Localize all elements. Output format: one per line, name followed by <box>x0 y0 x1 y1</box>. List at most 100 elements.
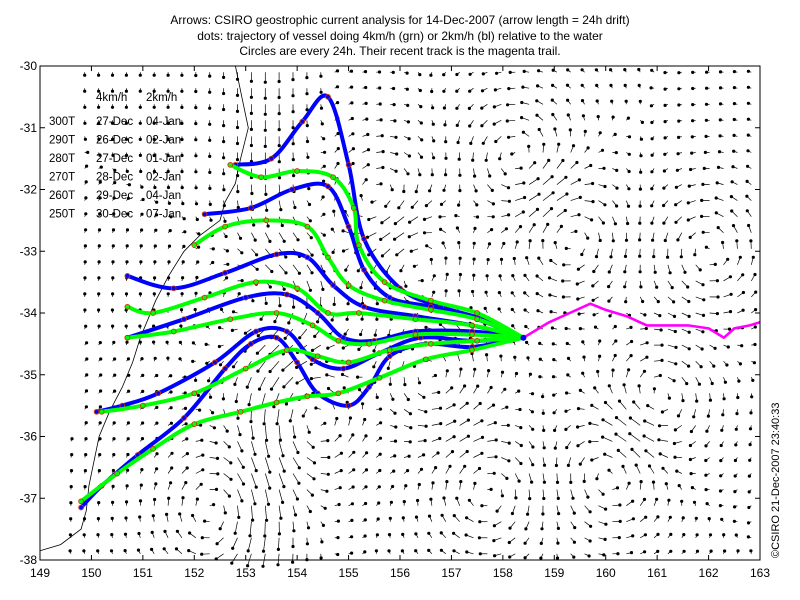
current-arrow <box>473 200 479 207</box>
current-arrow <box>376 150 385 154</box>
daily-marker-circle <box>335 337 342 344</box>
current-arrow <box>677 71 682 75</box>
current-arrow <box>84 341 89 346</box>
current-arrow <box>654 373 662 378</box>
current-arrow <box>403 469 410 474</box>
current-arrow <box>625 200 631 208</box>
current-arrow <box>628 432 641 442</box>
current-arrow <box>124 104 128 109</box>
current-arrow <box>125 260 129 265</box>
current-arrow <box>551 342 558 346</box>
current-arrow <box>83 260 87 265</box>
current-arrow <box>320 472 330 476</box>
current-arrow <box>718 504 724 508</box>
daily-marker-circle <box>284 328 290 335</box>
current-arrow <box>191 513 197 522</box>
current-arrow <box>556 208 567 217</box>
current-arrow <box>276 553 280 567</box>
current-arrow <box>234 393 238 404</box>
current-arrow <box>70 453 74 458</box>
trajectory-line <box>125 279 526 340</box>
current-arrow <box>403 136 411 141</box>
current-arrow <box>515 181 526 185</box>
current-arrow <box>539 537 544 546</box>
current-arrow <box>140 184 144 189</box>
current-arrow <box>178 512 183 522</box>
current-arrow <box>221 393 225 401</box>
current-arrow <box>140 357 144 362</box>
current-arrow <box>614 432 627 442</box>
current-arrow <box>306 441 315 449</box>
current-arrow <box>112 340 116 346</box>
current-arrow <box>626 184 631 191</box>
current-arrow <box>268 360 280 374</box>
current-arrow <box>298 328 308 340</box>
current-arrow <box>306 264 314 275</box>
current-arrow <box>138 324 142 330</box>
current-arrow <box>194 72 198 78</box>
current-arrow <box>306 200 312 207</box>
current-arrow <box>223 248 229 253</box>
current-arrow <box>235 136 240 146</box>
current-arrow <box>111 468 115 474</box>
current-arrow <box>749 549 753 554</box>
current-arrow <box>263 521 267 538</box>
current-arrow <box>703 150 710 154</box>
current-arrow <box>704 473 710 477</box>
current-arrow <box>83 276 87 281</box>
current-arrow <box>594 68 599 73</box>
current-arrow <box>584 521 593 528</box>
current-arrow <box>487 403 496 410</box>
current-arrow <box>588 440 599 444</box>
current-arrow <box>626 325 633 330</box>
current-arrow <box>96 517 100 522</box>
current-arrow <box>292 264 301 275</box>
current-arrow <box>639 136 644 141</box>
current-arrow <box>180 120 184 125</box>
current-arrow <box>667 296 676 304</box>
current-arrow <box>124 136 129 141</box>
current-arrow <box>374 549 378 554</box>
current-arrow <box>535 113 544 121</box>
current-arrow <box>598 184 607 189</box>
current-arrow <box>553 425 558 432</box>
y-tick-label: -33 <box>20 244 38 258</box>
current-arrow <box>564 326 571 331</box>
current-arrow <box>181 260 185 265</box>
current-arrow <box>576 425 585 429</box>
current-arrow <box>630 447 641 458</box>
current-arrow <box>320 212 326 217</box>
table-arrival-4kmh: 28-Dec <box>96 172 133 184</box>
current-arrow <box>723 549 727 554</box>
current-arrow <box>348 502 354 507</box>
current-arrow <box>208 72 212 78</box>
current-arrow <box>642 434 655 442</box>
current-arrow <box>465 516 474 523</box>
current-arrow <box>666 248 670 259</box>
current-arrow <box>180 184 184 190</box>
current-arrow <box>535 99 544 105</box>
current-arrow <box>689 472 696 476</box>
current-arrow <box>639 280 643 289</box>
current-arrow <box>715 181 724 185</box>
current-arrow <box>139 468 144 474</box>
current-arrow <box>97 276 101 281</box>
current-arrow <box>487 242 492 249</box>
current-arrow <box>691 103 696 107</box>
current-arrow <box>98 152 102 157</box>
current-arrow <box>514 473 521 483</box>
current-arrow <box>310 344 321 352</box>
current-arrow <box>110 120 115 125</box>
current-arrow <box>695 377 702 386</box>
current-arrow <box>359 194 363 201</box>
current-arrow <box>111 292 115 297</box>
trajectory-line <box>125 291 526 344</box>
current-arrow <box>334 536 340 540</box>
current-arrow <box>643 419 655 426</box>
current-arrow <box>468 120 474 128</box>
current-arrow <box>110 533 114 538</box>
current-arrow <box>390 425 398 429</box>
current-arrow <box>348 147 355 153</box>
current-arrow <box>362 518 367 522</box>
